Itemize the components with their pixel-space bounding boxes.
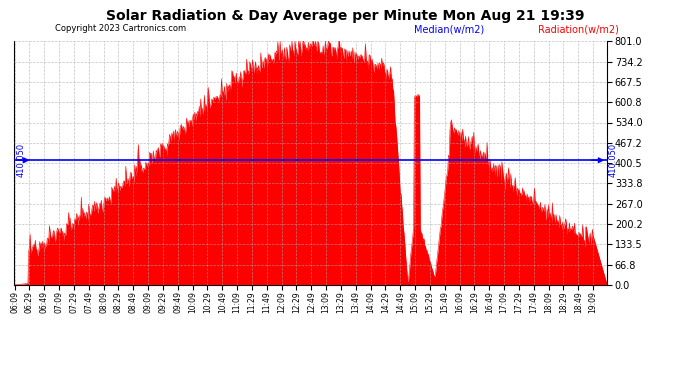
Text: 410.050: 410.050 xyxy=(609,143,618,177)
Text: Solar Radiation & Day Average per Minute Mon Aug 21 19:39: Solar Radiation & Day Average per Minute… xyxy=(106,9,584,23)
Text: Copyright 2023 Cartronics.com: Copyright 2023 Cartronics.com xyxy=(55,24,186,33)
Text: 410.050: 410.050 xyxy=(17,143,26,177)
Text: Radiation(w/m2): Radiation(w/m2) xyxy=(538,24,619,34)
Text: Median(w/m2): Median(w/m2) xyxy=(414,24,484,34)
